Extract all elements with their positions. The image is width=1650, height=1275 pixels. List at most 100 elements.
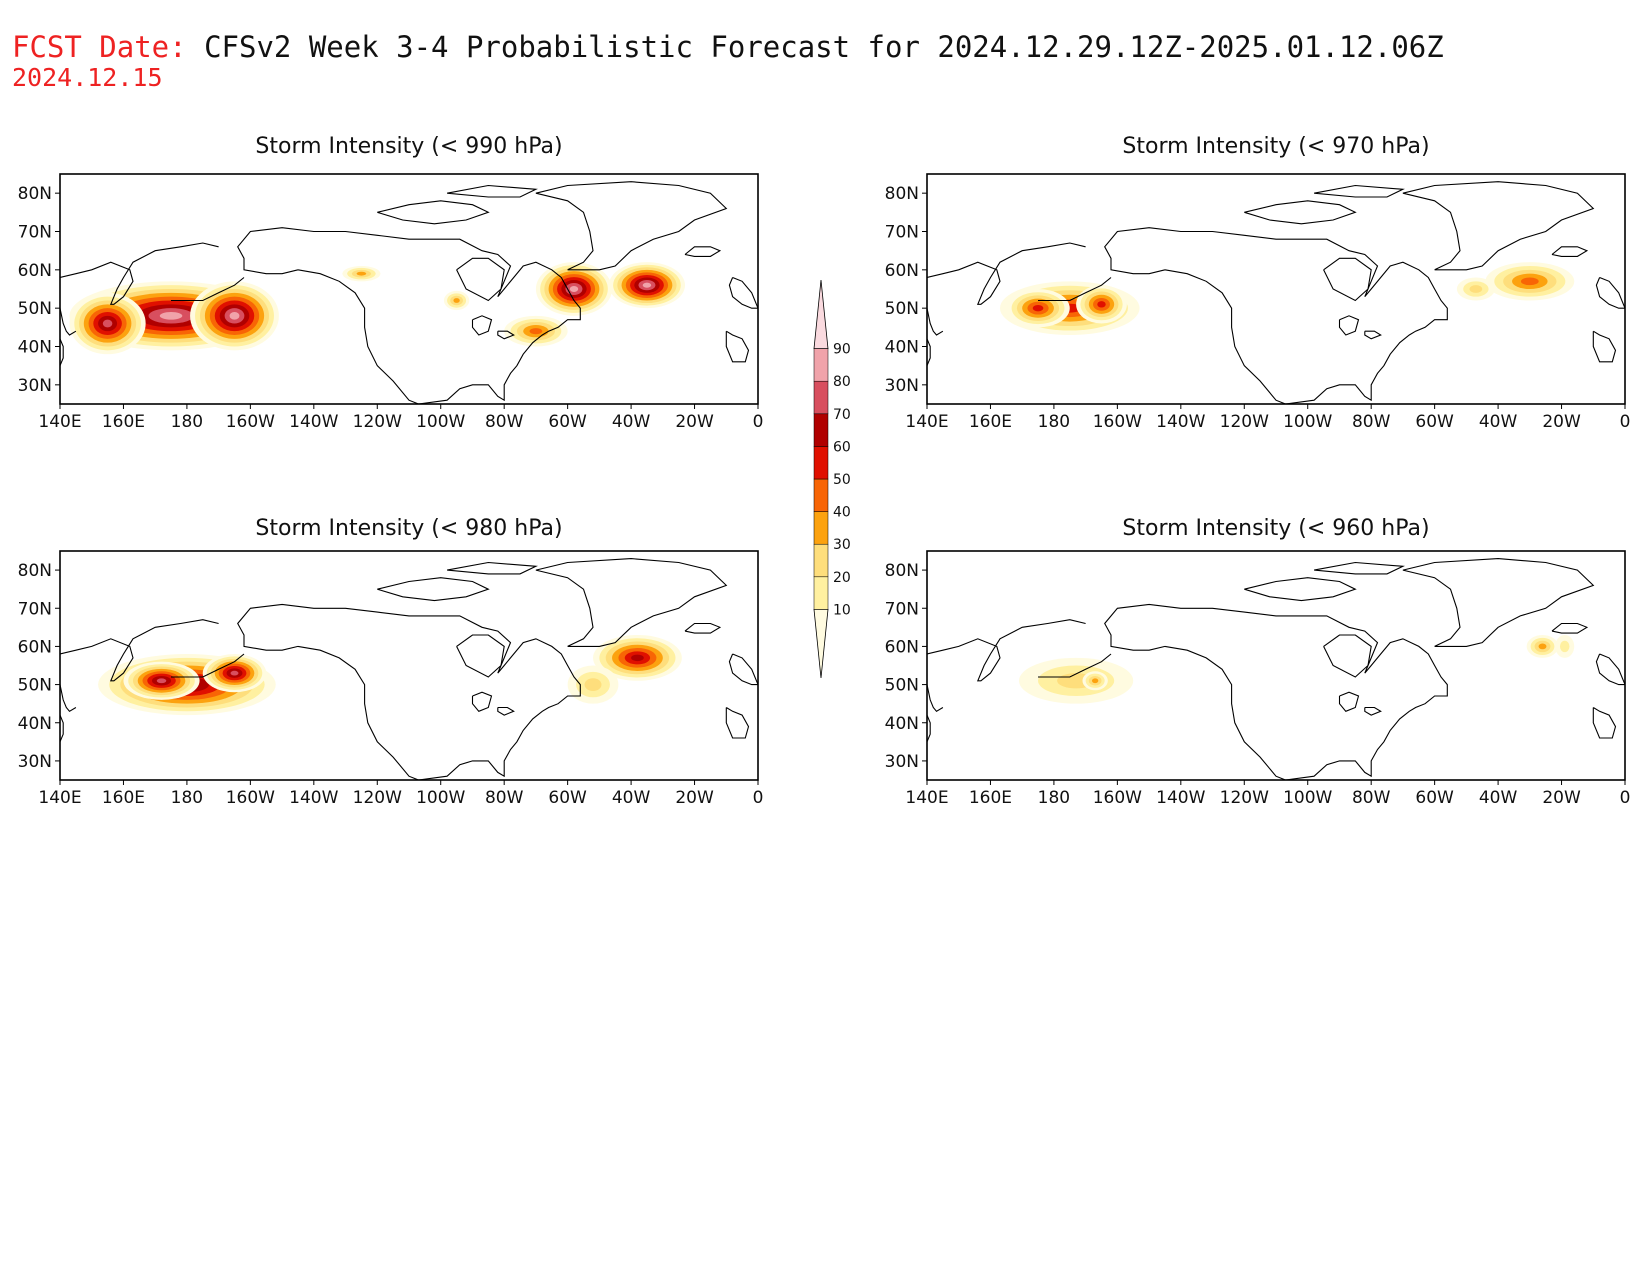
colorbar-cell [813,609,829,679]
lon-tick-label: 140E [905,788,948,808]
lon-tick-label: 140E [905,412,948,432]
lon-tick-label: 80W [485,788,524,808]
fcst-date-value: 2024.12.15 [12,63,163,92]
coastline [1038,653,1112,678]
probability-contour [1538,643,1547,650]
panel-title: Storm Intensity (< 960 hPa) [1122,516,1429,541]
probability-contour [1469,285,1483,293]
colorbar-cell [813,576,829,610]
map-frame [926,173,1626,405]
lon-tick-label: 80W [1352,788,1391,808]
coastline [456,257,505,302]
coastline [1104,603,1448,780]
lon-tick-label: 120W [1220,412,1269,432]
lon-tick-label: 120W [353,412,402,432]
lon-tick-label: 100W [1283,412,1332,432]
coastline [237,603,581,780]
coastline [535,181,728,271]
lat-tick-label: 60N [18,261,52,281]
coastline [1551,622,1589,634]
coastline [1592,330,1617,363]
colorbar-cell [813,511,829,545]
lat-tick-label: 70N [18,599,52,619]
lon-tick-label: 80W [485,412,524,432]
coastline [1244,200,1357,225]
probability-contour [102,319,113,328]
lat-tick-label: 70N [18,223,52,243]
coastline [684,622,722,634]
coastline [927,684,944,713]
lon-tick-label: 120W [353,788,402,808]
coastline [377,200,490,225]
lat-tick-label: 50N [18,676,52,696]
coastline [927,338,931,366]
map-frame [59,173,759,405]
lon-tick-label: 160W [1093,412,1142,432]
coastline [1364,706,1382,716]
lon-tick-label: 100W [416,788,465,808]
lon-tick-label: 180 [171,412,203,432]
lon-tick-label: 160W [226,412,275,432]
header-line: FCST Date: CFSv2 Week 3-4 Probabilistic … [12,30,1444,64]
coastline [927,714,931,743]
colorbar-cell [813,413,829,447]
coastline [535,558,728,647]
lat-tick-label: 40N [18,338,52,358]
lat-tick-label: 80N [18,184,52,204]
colorbar-cell [813,543,829,578]
probability-contour [159,312,183,320]
lon-tick-label: 160E [969,788,1012,808]
coastline [1038,277,1112,302]
coastline [377,577,490,602]
probability-contour [642,282,652,288]
coastline [171,277,245,302]
probability-contour [1032,304,1044,312]
lon-tick-label: 60W [548,412,587,432]
coastline [1314,561,1405,575]
coastline [1323,257,1372,302]
lat-tick-label: 60N [885,261,919,281]
coastline [471,315,493,336]
lon-tick-label: 80W [1352,412,1391,432]
map-frame [926,550,1626,781]
coastline [728,653,758,686]
coastline [60,714,64,743]
probability-contour [584,678,602,691]
lon-tick-label: 160E [102,788,145,808]
lat-tick-label: 70N [885,223,919,243]
coastline [1592,707,1617,739]
lon-tick-label: 140E [38,788,81,808]
lat-tick-label: 30N [885,376,919,396]
lon-tick-label: 0 [753,788,764,808]
panel-title: Storm Intensity (< 980 hPa) [255,516,562,541]
coastline [456,634,505,678]
coastline [60,619,219,682]
probability-contour [229,312,240,320]
lon-tick-label: 60W [548,788,587,808]
header: FCST Date: CFSv2 Week 3-4 Probabilistic … [12,30,1444,92]
coastline [684,246,722,257]
lon-tick-label: 180 [1038,788,1070,808]
coastlines [60,181,758,404]
coastline [725,707,750,739]
lon-tick-label: 140W [1156,412,1205,432]
coastline [60,338,64,366]
probability-contour [156,678,167,684]
colorbar-cell [813,348,829,382]
lat-tick-label: 60N [885,637,919,657]
lon-tick-label: 60W [1415,412,1454,432]
lat-tick-label: 40N [885,338,919,358]
lon-tick-label: 20W [1542,788,1581,808]
coastline [237,227,581,404]
probability-contour [453,298,460,303]
lon-tick-label: 40W [612,788,651,808]
lon-tick-label: 100W [1283,788,1332,808]
colorbar-label: 20 [833,570,851,586]
lon-tick-label: 20W [1542,412,1581,432]
lat-tick-label: 30N [885,752,919,772]
lon-tick-label: 140W [289,412,338,432]
coastline [471,691,493,712]
map-panel: Storm Intensity (< 980 hPa) 80N 70N 60N 50N 4… [18,516,764,808]
lat-tick-label: 40N [18,714,52,734]
